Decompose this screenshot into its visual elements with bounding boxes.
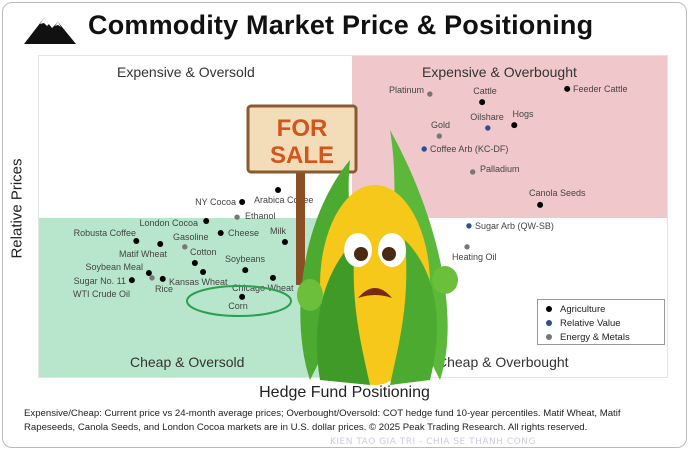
legend-item-agriculture: Agriculture bbox=[546, 302, 664, 316]
legend-dot-icon bbox=[546, 334, 552, 340]
data-label: Soybeans bbox=[225, 254, 266, 264]
data-point-cheese bbox=[217, 229, 224, 236]
data-point-ny-cocoa bbox=[239, 198, 246, 205]
data-label: Feeder Cattle bbox=[573, 84, 628, 94]
corn-highlight-circle bbox=[186, 285, 292, 317]
data-point-ethanol bbox=[234, 214, 240, 220]
data-point-matif-wheat bbox=[157, 240, 164, 247]
data-label: Ethanol bbox=[245, 211, 276, 221]
data-label: WTI Crude Oil bbox=[73, 289, 130, 299]
data-point-feeder-cattle bbox=[564, 85, 571, 92]
data-point-sugar-arb-qw-sb- bbox=[466, 223, 472, 229]
sign-text-line1: FOR bbox=[277, 115, 328, 142]
data-label: Gold bbox=[431, 120, 450, 130]
data-label: Soybean Meal bbox=[85, 262, 143, 272]
data-label: Kansas Wheat bbox=[169, 277, 228, 287]
watermark-text: KIEN TAO GIA TRI - CHIA SE THANH CONG bbox=[330, 437, 536, 447]
data-label: Milk bbox=[270, 226, 286, 236]
data-point-heating-oil bbox=[464, 244, 470, 250]
data-label: Arabica Coffee bbox=[254, 195, 313, 205]
data-label: Heating Oil bbox=[452, 252, 497, 262]
data-point-soybean-meal bbox=[145, 270, 152, 277]
data-label: Rice bbox=[155, 284, 173, 294]
data-label: Matif Wheat bbox=[119, 249, 168, 259]
sign-post bbox=[296, 155, 305, 285]
data-label: Sugar No. 11 bbox=[74, 276, 126, 286]
x-axis-label: Hedge Fund Positioning bbox=[259, 384, 430, 401]
data-point-chicago-wheat bbox=[269, 274, 276, 281]
data-point-platinum bbox=[427, 91, 433, 97]
data-point-milk bbox=[281, 239, 288, 246]
chart-legend: Agriculture Relative Value Energy & Meta… bbox=[537, 299, 665, 345]
quadrant-label-top-right: Expensive & Overbought bbox=[422, 64, 577, 80]
data-label: Cattle bbox=[473, 86, 497, 96]
legend-label: Agriculture bbox=[560, 303, 606, 315]
data-point-cattle bbox=[479, 99, 486, 106]
legend-label: Energy & Metals bbox=[560, 331, 630, 343]
for-sale-sign bbox=[246, 104, 358, 174]
data-label: Gasoline bbox=[173, 232, 209, 242]
quadrant-label-top-left: Expensive & Oversold bbox=[117, 64, 255, 80]
data-point-coffee-arb-kc-df- bbox=[421, 146, 427, 152]
quadrant-label-bottom-right: Cheap & Overbought bbox=[437, 354, 569, 370]
data-label: Robusta Coffee bbox=[74, 228, 136, 238]
data-label: Platinum bbox=[389, 85, 424, 95]
sign-text-line2: SALE bbox=[270, 142, 334, 169]
legend-dot-icon bbox=[546, 320, 552, 326]
data-label: Cotton bbox=[190, 247, 217, 257]
data-point-rice bbox=[159, 275, 166, 282]
data-point-sugar-no-11 bbox=[128, 277, 135, 284]
data-point-canola-seeds bbox=[537, 201, 544, 208]
data-point-oilshare bbox=[485, 125, 491, 131]
data-point-hogs bbox=[511, 122, 518, 129]
legend-dot-icon bbox=[546, 306, 552, 312]
data-point-robusta-coffee bbox=[133, 238, 140, 245]
data-point-arabica-coffee bbox=[275, 187, 282, 194]
data-label: Cheese bbox=[228, 228, 259, 238]
mountain-logo-icon bbox=[24, 18, 76, 44]
corn-mascot-icon: FOR SALE bbox=[246, 104, 458, 385]
data-point-kansas-wheat bbox=[200, 269, 207, 276]
data-point-corn bbox=[239, 293, 246, 300]
quadrant-label-bottom-left: Cheap & Oversold bbox=[130, 354, 245, 370]
data-label: Hogs bbox=[512, 109, 534, 119]
data-label: Oilshare bbox=[470, 112, 504, 122]
data-point-palladium bbox=[470, 169, 476, 175]
data-label: Palladium bbox=[480, 164, 520, 174]
data-label: London Cocoa bbox=[139, 218, 198, 228]
data-point-cotton bbox=[191, 260, 198, 267]
legend-item-energy-metals: Energy & Metals bbox=[546, 330, 664, 344]
legend-label: Relative Value bbox=[560, 317, 621, 329]
data-point-wti-crude-oil bbox=[149, 275, 155, 281]
footnote: Expensive/Cheap: Current price vs 24-mon… bbox=[24, 408, 621, 433]
data-point-gold bbox=[436, 133, 443, 139]
data-label: Corn bbox=[228, 301, 248, 311]
data-point-soybeans bbox=[242, 267, 249, 274]
data-label: Sugar Arb (QW-SB) bbox=[475, 221, 554, 231]
data-label: Canola Seeds bbox=[529, 188, 586, 198]
data-point-london-cocoa bbox=[203, 218, 210, 225]
data-label: NY Cocoa bbox=[195, 197, 236, 207]
data-point-gasoline bbox=[182, 244, 188, 250]
legend-item-relative-value: Relative Value bbox=[546, 316, 664, 330]
chart-title: Commodity Market Price & Positioning bbox=[88, 10, 594, 40]
data-label: Coffee Arb (KC-DF) bbox=[430, 144, 508, 154]
